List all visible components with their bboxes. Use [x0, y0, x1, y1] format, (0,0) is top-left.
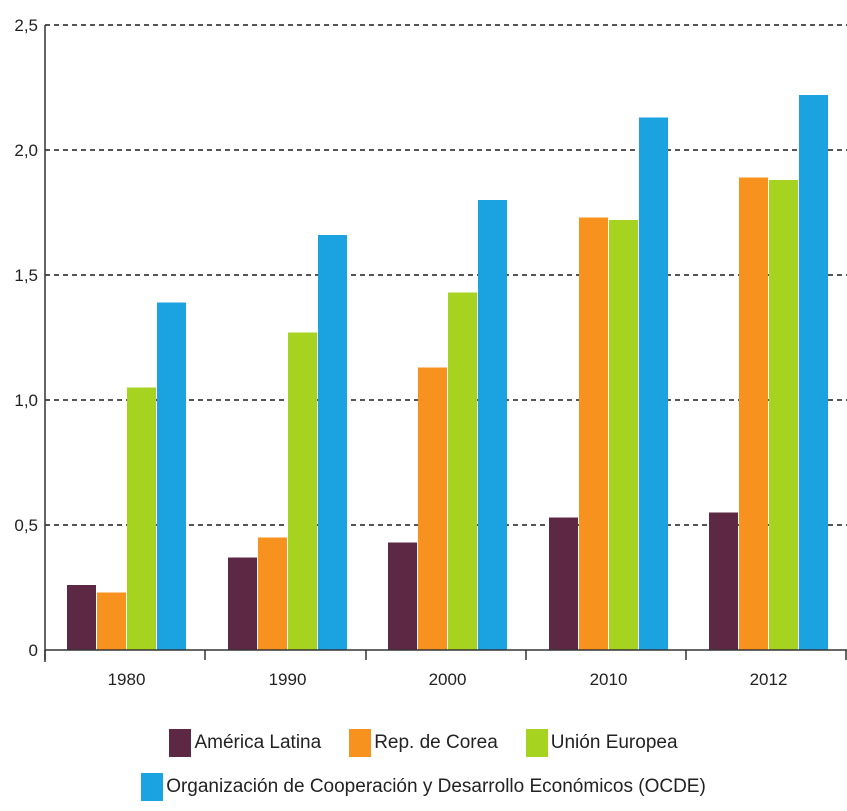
bar-2010-series-2 — [609, 220, 638, 650]
x-axis-ticks: 1980 1990 2000 2010 2012 — [108, 670, 788, 689]
y-tick-label: 0,5 — [14, 516, 38, 535]
legend-label-union-europea: Unión Europea — [551, 732, 678, 754]
y-tick-label: 1,0 — [14, 391, 38, 410]
bar-1990-series-3 — [318, 235, 347, 650]
bar-2000-series-0 — [388, 543, 417, 651]
legend-label-ocde: Organización de Cooperación y Desarrollo… — [166, 776, 706, 798]
x-tick-label-2012: 2012 — [750, 670, 788, 689]
bar-2010-series-1 — [579, 218, 608, 651]
legend-row-1: América Latina Rep. de Corea Unión Europ… — [0, 726, 847, 760]
bar-1990-series-1 — [258, 538, 287, 651]
x-tick-label-2010: 2010 — [590, 670, 628, 689]
bar-1980-series-0 — [67, 585, 96, 650]
y-tick-label: 0 — [29, 641, 38, 660]
bar-2000-series-2 — [448, 293, 477, 651]
y-tick-label: 2,5 — [14, 16, 38, 35]
bar-1980-series-1 — [97, 593, 126, 651]
legend-swatch-america-latina — [169, 729, 191, 757]
y-axis-ticks: 0 0,5 1,0 1,5 2,0 2,5 — [14, 16, 38, 660]
bar-2010-series-0 — [549, 518, 578, 651]
legend-swatch-rep-de-corea — [349, 729, 371, 757]
legend-item-america-latina: América Latina — [169, 729, 321, 757]
x-tick-label-1990: 1990 — [269, 670, 307, 689]
bar-2012-series-1 — [739, 178, 768, 651]
bar-2012-series-0 — [709, 513, 738, 651]
x-tick-label-1980: 1980 — [108, 670, 146, 689]
bar-1980-series-3 — [157, 303, 186, 651]
x-tick-label-2000: 2000 — [429, 670, 467, 689]
bar-2012-series-3 — [799, 95, 828, 650]
legend-label-america-latina: América Latina — [194, 732, 321, 754]
legend-swatch-ocde — [141, 773, 163, 801]
legend-label-rep-de-corea: Rep. de Corea — [374, 732, 498, 754]
y-tick-label: 2,0 — [14, 141, 38, 160]
bar-1990-series-2 — [288, 333, 317, 651]
bar-2010-series-3 — [639, 118, 668, 651]
legend-item-ocde: Organización de Cooperación y Desarrollo… — [141, 773, 706, 801]
legend-swatch-union-europea — [526, 729, 548, 757]
bar-1990-series-0 — [228, 558, 257, 651]
y-tick-label: 1,5 — [14, 266, 38, 285]
bar-chart: 0 0,5 1,0 1,5 2,0 2,5 1980 1990 2000 2010 2012 — [0, 0, 847, 720]
legend-item-rep-de-corea: Rep. de Corea — [349, 729, 498, 757]
bars — [67, 95, 828, 650]
bar-1980-series-2 — [127, 388, 156, 651]
legend-row-2: Organización de Cooperación y Desarrollo… — [0, 770, 847, 804]
bar-2012-series-2 — [769, 180, 798, 650]
legend-item-union-europea: Unión Europea — [526, 729, 678, 757]
bar-2000-series-3 — [478, 200, 507, 650]
bar-2000-series-1 — [418, 368, 447, 651]
